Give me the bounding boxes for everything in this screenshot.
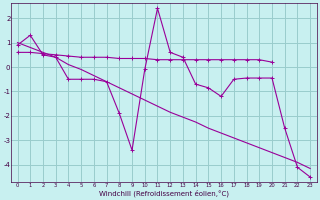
X-axis label: Windchill (Refroidissement éolien,°C): Windchill (Refroidissement éolien,°C): [99, 189, 229, 197]
